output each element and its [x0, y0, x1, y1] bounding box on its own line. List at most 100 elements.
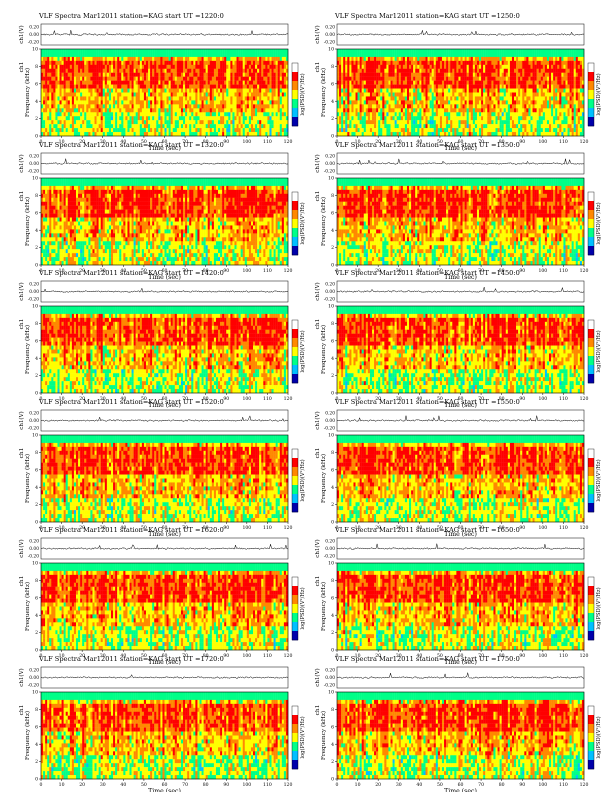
heatmap-cell	[367, 100, 371, 105]
heatmap-cell	[369, 84, 373, 89]
heatmap-cell	[137, 116, 140, 121]
heatmap-cell	[493, 100, 496, 105]
heatmap-cell	[376, 104, 379, 109]
heatmap-cell	[145, 96, 149, 101]
heatmap-cell	[337, 64, 340, 69]
heatmap-cell	[106, 108, 110, 113]
heatmap-cell	[215, 120, 219, 125]
heatmap-cell	[201, 92, 204, 97]
heatmap-cell	[218, 120, 221, 125]
heatmap-cell	[246, 72, 250, 77]
heatmap-cell	[503, 52, 506, 58]
heatmap-cell	[47, 132, 50, 137]
heatmap-cell	[211, 72, 215, 77]
heatmap-cell	[503, 80, 506, 85]
heatmap-cell	[446, 68, 449, 73]
heatmap-cell	[345, 108, 348, 113]
heatmap-cell	[359, 96, 362, 101]
heatmap-cell	[466, 120, 469, 125]
heatmap-cell	[509, 64, 513, 69]
heatmap-cell	[579, 60, 583, 66]
heatmap-cell	[255, 124, 258, 129]
heatmap-cell	[191, 124, 194, 129]
heatmap-cell	[386, 52, 389, 58]
heatmap-cell	[538, 108, 541, 113]
heatmap-cell	[164, 92, 167, 97]
heatmap-cell	[388, 52, 391, 58]
heatmap-cell	[121, 96, 124, 101]
heatmap-cell	[439, 84, 443, 89]
heatmap-cell	[145, 49, 149, 54]
heatmap-cell	[437, 56, 441, 62]
heatmap-cell	[549, 56, 552, 62]
heatmap-cell	[460, 80, 463, 85]
heatmap-cell	[75, 84, 79, 89]
heatmap-cell	[41, 100, 44, 105]
heatmap-cell	[193, 116, 196, 121]
heatmap-cell	[94, 60, 97, 66]
heatmap-cell	[160, 128, 163, 133]
heatmap-cell	[150, 49, 153, 54]
heatmap-cell	[553, 80, 556, 85]
heatmap-cell	[281, 88, 285, 93]
heatmap-cell	[536, 116, 539, 121]
heatmap-cell	[542, 92, 546, 97]
heatmap-cell	[402, 92, 406, 97]
heatmap-cell	[431, 96, 434, 101]
heatmap-cell	[183, 108, 186, 113]
heatmap-cell	[402, 60, 406, 66]
heatmap-cell	[353, 64, 356, 69]
heatmap-cell	[71, 64, 75, 69]
heatmap-cell	[423, 112, 426, 117]
heatmap-cell	[121, 52, 124, 58]
heatmap-cell	[495, 88, 498, 93]
heatmap-cell	[71, 88, 75, 93]
heatmap-cell	[180, 52, 184, 58]
heatmap-cell	[378, 76, 381, 81]
heatmap-cell	[86, 49, 89, 54]
heatmap-cell	[189, 84, 192, 89]
heatmap-cell	[96, 132, 99, 137]
heatmap-cell	[458, 84, 461, 89]
heatmap-cell	[429, 100, 432, 105]
heatmap-cell	[357, 68, 360, 73]
heatmap-cell	[390, 112, 393, 117]
heatmap-cell	[579, 104, 583, 109]
heatmap-cell	[380, 92, 383, 97]
heatmap-cell	[275, 104, 278, 109]
heatmap-cell	[347, 60, 350, 66]
heatmap-cell	[390, 104, 393, 109]
heatmap-cell	[479, 112, 482, 117]
heatmap-cell	[218, 76, 221, 81]
heatmap-cell	[575, 112, 579, 117]
heatmap-cell	[246, 49, 250, 54]
heatmap-cell	[191, 60, 194, 66]
heatmap-cell	[226, 116, 229, 121]
heatmap-cell	[133, 100, 136, 105]
heatmap-cell	[189, 128, 192, 133]
heatmap-cell	[199, 92, 202, 97]
heatmap-cell	[94, 52, 97, 58]
heatmap-cell	[141, 132, 145, 137]
heatmap-cell	[518, 56, 521, 62]
heatmap-cell	[148, 64, 151, 69]
heatmap-cell	[259, 96, 262, 101]
heatmap-cell	[125, 96, 128, 101]
heatmap-cell	[209, 52, 213, 58]
heatmap-cell	[84, 112, 87, 117]
heatmap-cell	[398, 116, 402, 121]
heatmap-cell	[139, 104, 143, 109]
heatmap-cell	[369, 100, 373, 105]
heatmap-cell	[94, 56, 97, 62]
heatmap-cell	[94, 108, 97, 113]
heatmap-cell	[49, 64, 52, 69]
heatmap-cell	[226, 56, 229, 62]
heatmap-cell	[388, 108, 391, 113]
heatmap-cell	[365, 108, 369, 113]
heatmap-cell	[137, 84, 140, 89]
heatmap-cell	[557, 76, 560, 81]
heatmap-cell	[563, 84, 566, 89]
heatmap-cell	[448, 100, 451, 105]
heatmap-cell	[468, 88, 471, 93]
heatmap-cell	[341, 64, 344, 69]
